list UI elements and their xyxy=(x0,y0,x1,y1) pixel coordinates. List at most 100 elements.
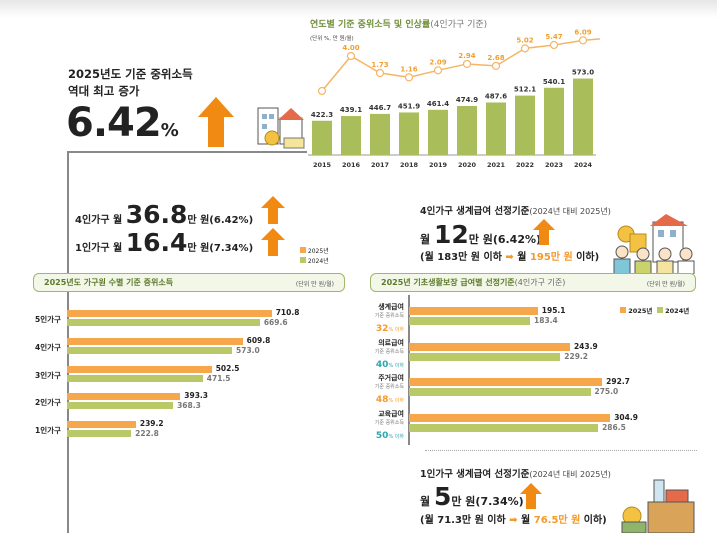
up-arrow-icon xyxy=(533,219,555,245)
to-value: 195만 원 xyxy=(529,252,573,263)
bar-2017 xyxy=(370,113,390,155)
right-bottom-amount: 월 5만 원(7.34%) xyxy=(420,482,524,511)
rate-point xyxy=(346,51,356,61)
legend-left: 2025년 2024년 xyxy=(300,247,329,267)
legend-2024: 2024년 xyxy=(300,257,329,267)
suffix: 만 원(7.34%) xyxy=(451,495,524,508)
bar-2024 xyxy=(67,319,260,326)
household-panel-header: 2025년도 가구원 수별 기준 중위소득 (단위 만 원/월) xyxy=(33,273,345,292)
rate-point xyxy=(520,44,530,53)
value-2024: 222.8 xyxy=(135,429,159,439)
pre: 월 xyxy=(420,495,434,508)
benefit-sub: 기준 중위소득 xyxy=(374,419,404,426)
title: 1인가구 생계급여 선정기준 xyxy=(420,469,530,480)
bar-2024 xyxy=(67,374,203,382)
bar-label: 439.1 xyxy=(340,106,362,114)
bar-2016 xyxy=(341,116,361,155)
benefit-panel-header: 2025년 기초생활보장 급여별 선정기준(4인가구 기준) (단위 만 원/월) xyxy=(370,273,696,292)
benefit-label: 교육급여 기준 중위소득 50% 이하 xyxy=(360,410,404,442)
legend-2025: 2025년 xyxy=(300,247,329,257)
value-2024: 286.5 xyxy=(602,422,626,432)
headline-line2: 역대 최고 증가 xyxy=(68,84,140,98)
category-label: 1인가구 xyxy=(35,426,61,436)
category-label: 2인가구 xyxy=(35,398,61,408)
benefit-name: 의료급여 xyxy=(378,338,404,347)
rate-label: 4.00 xyxy=(342,44,359,52)
family-house-illustration xyxy=(613,214,695,274)
right-top-amount: 월 12만 원(6.42%) xyxy=(420,220,541,249)
x-tick-label: 2018 xyxy=(400,161,419,169)
bar-label: 487.6 xyxy=(485,92,507,100)
legend-2024: 2024년 xyxy=(665,307,690,315)
rate-point xyxy=(578,36,588,45)
benefit-pct-suffix: % 이하 xyxy=(388,433,404,440)
legend-right: 2025년 2024년 xyxy=(620,305,689,315)
headline-rate: 6.42% xyxy=(66,100,179,146)
benefit-pct: 40 xyxy=(375,359,389,370)
arrow-right-icon: ➡ xyxy=(509,515,518,526)
suffix: 만 원(6.42%) xyxy=(468,233,542,246)
house-money-illustration xyxy=(257,107,305,149)
bar-2022 xyxy=(515,95,535,155)
value-2024: 471.5 xyxy=(206,373,231,383)
right-top-title: 4인가구 생계급여 선정기준(2024년 대비 2025년) xyxy=(420,203,611,217)
value-2025: 609.8 xyxy=(246,335,271,345)
benefit-pct-suffix: % 이하 xyxy=(388,398,404,404)
from: (월 71.3만 원 이하 xyxy=(420,515,506,526)
title: 4인가구 생계급여 선정기준 xyxy=(420,206,530,217)
rate-label: 5.02 xyxy=(516,36,533,44)
rate-label: 2.09 xyxy=(429,58,446,66)
bar-2025 xyxy=(67,393,181,401)
value-2024: 368.3 xyxy=(177,401,201,411)
panel-unit: (단위 만 원/월) xyxy=(295,281,334,288)
title-note: (4인가구 기준) xyxy=(430,20,488,30)
panel-title-note: (4인가구 기준) xyxy=(514,278,566,287)
amount: 16.4 xyxy=(125,228,188,257)
bar-2023 xyxy=(544,87,564,155)
rate-number: 6.42 xyxy=(66,100,162,146)
bar-label: 461.4 xyxy=(427,100,449,108)
value-2024: 275.0 xyxy=(594,387,619,396)
benefit-name: 교육급여 xyxy=(378,409,404,418)
arrow-right-icon: ➡ xyxy=(505,252,514,263)
value-2024: 669.6 xyxy=(263,318,288,327)
rate-point xyxy=(462,59,472,69)
benefit-name: 생계급여 xyxy=(378,303,404,311)
value-2025: 304.9 xyxy=(614,412,638,422)
bar-2024 xyxy=(409,352,561,361)
title-note: (2024년 대비 2025년) xyxy=(529,207,611,216)
to-value: 76.5만 원 xyxy=(533,515,581,526)
summary-4person: 4인가구 월 36.8만 원(6.42%) xyxy=(75,200,253,229)
dotted-divider xyxy=(425,450,697,451)
benefit-sub: 기준 중위소득 xyxy=(374,313,404,319)
rate-point xyxy=(375,68,385,78)
category-label: 5인가구 xyxy=(35,315,61,324)
bar-2024 xyxy=(409,317,531,325)
value-2024: 183.4 xyxy=(534,316,558,325)
rate-label: 1.16 xyxy=(400,65,417,73)
headline: 2025년도 기준 중위소득 역대 최고 증가 xyxy=(68,66,193,100)
top-chart-title: 연도별 기준 중위소득 및 인상률(4인가구 기준) xyxy=(310,17,487,30)
bar-2025 xyxy=(67,310,272,317)
to-pre: 월 xyxy=(513,252,530,263)
bar-2018 xyxy=(399,112,419,155)
pre: 월 xyxy=(420,233,434,246)
top-chart-unit: (단위 %, 만 원/월) xyxy=(310,36,354,42)
benefit-label: 주거급여 기준 중위소득 48% 이하 xyxy=(360,374,404,406)
up-arrow-icon xyxy=(261,228,285,256)
to-suffix: 이하) xyxy=(572,252,600,263)
bar-2024 xyxy=(409,388,591,396)
x-tick-label: 2019 xyxy=(429,161,448,169)
benefit-name: 주거급여 xyxy=(378,374,404,382)
bar-label: 573.0 xyxy=(572,69,594,77)
rate-label: 2.68 xyxy=(487,54,504,62)
category-label: 3인가구 xyxy=(35,370,61,380)
x-tick-label: 2022 xyxy=(516,161,534,169)
panel-title: 2025년도 가구원 수별 기준 중위소득 xyxy=(44,278,174,287)
bar-2025 xyxy=(409,413,611,422)
amount: 36.8 xyxy=(125,200,188,229)
divider-horizontal xyxy=(67,151,307,153)
right-top-range: (월 183만 원 이하 ➡ 월 195만 원 이하) xyxy=(420,248,599,263)
x-tick-label: 2015 xyxy=(313,161,332,169)
rate-point xyxy=(491,61,501,71)
